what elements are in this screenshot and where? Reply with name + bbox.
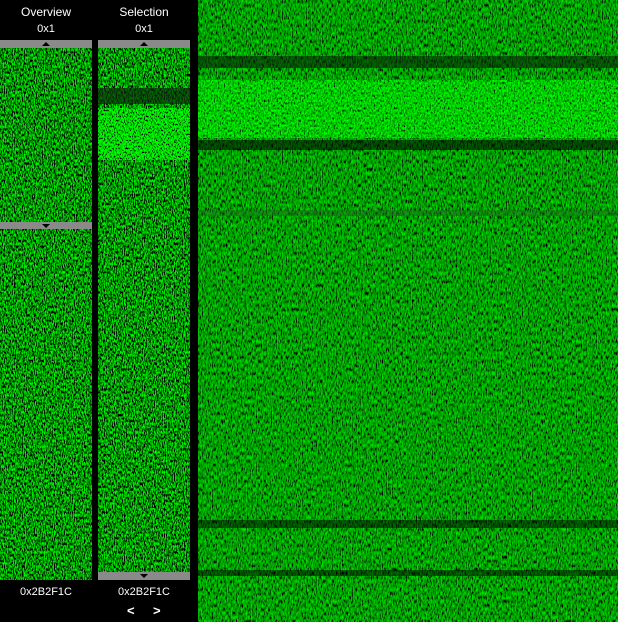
overview-title: Overview <box>20 5 71 19</box>
arrow <box>42 42 50 46</box>
selection-start: 0x1 <box>135 23 153 35</box>
overview-start: 0x1 <box>37 23 55 35</box>
band <box>198 56 618 68</box>
overview-end: 0x2B2F1C <box>20 586 72 598</box>
next-button[interactable]: > <box>153 603 161 618</box>
selection-end: 0x2B2F1C <box>118 586 170 598</box>
band <box>198 210 618 216</box>
prev-button[interactable]: < <box>127 603 135 618</box>
band <box>198 570 618 576</box>
arrow <box>140 574 148 578</box>
band <box>98 88 190 104</box>
overview-image <box>0 48 92 580</box>
selection-bright-band <box>98 108 190 160</box>
band <box>198 140 618 150</box>
selection-title: Selection <box>119 5 169 19</box>
arrow <box>140 42 148 46</box>
main-bright-band <box>198 80 618 138</box>
band <box>198 520 618 528</box>
arrow <box>42 224 50 228</box>
